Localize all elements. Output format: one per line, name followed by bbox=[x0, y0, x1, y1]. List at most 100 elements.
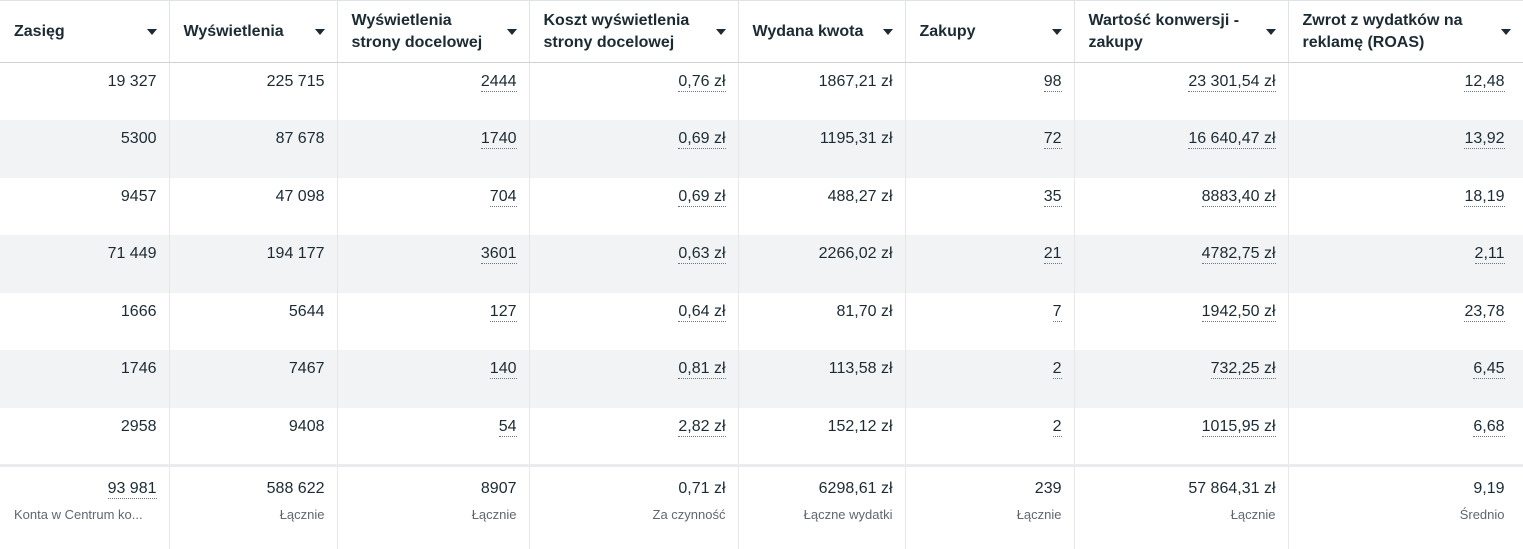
cell-value[interactable]: 2 bbox=[1052, 360, 1062, 379]
cell-value[interactable]: 3601 bbox=[480, 245, 517, 264]
sort-dropdown-icon[interactable] bbox=[1500, 28, 1511, 35]
table-row[interactable]: 19 327 225 715 2444 0,76 zł 1867,21 zł 98 23 3… bbox=[0, 62, 1523, 120]
table-row[interactable]: 9457 47 098 704 0,69 zł 488,27 zł 35 8883,40 z… bbox=[0, 177, 1523, 235]
cell-value[interactable]: 0,64 zł bbox=[678, 302, 726, 322]
cell-value[interactable]: 2,82 zł bbox=[678, 417, 726, 437]
cell-value: 152,12 zł bbox=[827, 417, 893, 435]
cell-value[interactable]: 1942,50 zł bbox=[1201, 302, 1276, 322]
cell-value[interactable]: 2 bbox=[1052, 417, 1062, 437]
table-cell: 35 bbox=[905, 177, 1075, 235]
summary-value: 6298,61 zł bbox=[818, 479, 893, 497]
sort-dropdown-icon[interactable] bbox=[314, 28, 325, 35]
table-cell: 87 678 bbox=[169, 120, 338, 178]
sort-dropdown-icon[interactable] bbox=[506, 28, 517, 35]
cell-value[interactable]: 8883,40 zł bbox=[1201, 187, 1276, 207]
table-cell: 1740 bbox=[337, 120, 530, 178]
column-header-roas[interactable]: Zwrot z wydatków na reklamę (ROAS) bbox=[1288, 0, 1523, 63]
cell-value[interactable]: 6,68 bbox=[1473, 417, 1505, 437]
cell-value[interactable]: 16 640,47 zł bbox=[1188, 130, 1276, 149]
cell-value[interactable]: 1015,95 zł bbox=[1201, 417, 1276, 437]
summary-label: Łącznie bbox=[471, 506, 517, 522]
table-cell: 7 bbox=[905, 292, 1075, 350]
table-cell: 0,69 zł bbox=[529, 177, 739, 235]
cell-value: 5300 bbox=[120, 130, 157, 147]
cell-value[interactable]: 140 bbox=[489, 360, 517, 379]
table-cell: 1666 bbox=[0, 292, 170, 350]
summary-value: 57 864,31 zł bbox=[1188, 479, 1276, 497]
table-row[interactable]: 71 449 194 177 3601 0,63 zł 2266,02 zł 21 4782… bbox=[0, 235, 1523, 293]
column-header-cost-per-landing-view[interactable]: Koszt wyświetlenia strony docelowej bbox=[529, 0, 739, 63]
cell-value: 2958 bbox=[120, 417, 157, 435]
table-cell: 2266,02 zł bbox=[738, 235, 906, 293]
cell-value: 1195,31 zł bbox=[819, 130, 893, 147]
column-header-label: Wartość konwersji - zakupy bbox=[1088, 11, 1240, 51]
cell-value[interactable]: 704 bbox=[489, 187, 517, 207]
column-header-zasieg[interactable]: Zasięg bbox=[0, 0, 170, 63]
cell-value[interactable]: 127 bbox=[489, 302, 517, 322]
cell-value[interactable]: 0,81 zł bbox=[678, 360, 726, 379]
cell-value[interactable]: 0,69 zł bbox=[678, 187, 726, 207]
table-cell: 3601 bbox=[337, 235, 530, 293]
cell-value[interactable]: 732,25 zł bbox=[1210, 360, 1276, 379]
cell-value[interactable]: 23,78 bbox=[1464, 302, 1505, 322]
sort-dropdown-icon[interactable] bbox=[146, 28, 157, 35]
summary-cell: 0,71 zł Za czynność bbox=[529, 463, 739, 549]
column-header-label: Zwrot z wydatków na reklamę (ROAS) bbox=[1302, 11, 1463, 51]
cell-value[interactable]: 98 bbox=[1043, 73, 1062, 92]
table-row[interactable]: 1666 5644 127 0,64 zł 81,70 zł 7 1942,50 zł 23,… bbox=[0, 292, 1523, 350]
table-cell: 81,70 zł bbox=[738, 292, 906, 350]
column-header-wyswietlenia[interactable]: Wyświetlenia bbox=[169, 0, 338, 63]
column-header-conversion-value[interactable]: Wartość konwersji - zakupy bbox=[1074, 0, 1289, 63]
cell-value[interactable]: 0,69 zł bbox=[678, 130, 726, 149]
sort-dropdown-icon[interactable] bbox=[882, 28, 893, 35]
table-cell: 194 177 bbox=[169, 235, 338, 293]
cell-value[interactable]: 0,63 zł bbox=[678, 245, 726, 264]
summary-value[interactable]: 93 981 bbox=[10, 479, 157, 499]
table-cell: 127 bbox=[337, 292, 530, 350]
column-header-amount-spent[interactable]: Wydana kwota bbox=[738, 0, 906, 63]
cell-value[interactable]: 4782,75 zł bbox=[1201, 245, 1276, 264]
cell-value[interactable]: 35 bbox=[1043, 187, 1062, 207]
cell-value: 19 327 bbox=[107, 73, 157, 90]
cell-value[interactable]: 1740 bbox=[480, 130, 517, 149]
cell-value[interactable]: 54 bbox=[498, 417, 517, 437]
cell-value[interactable]: 12,48 bbox=[1464, 73, 1505, 92]
table-cell: 1867,21 zł bbox=[738, 62, 906, 120]
cell-value[interactable]: 18,19 bbox=[1464, 187, 1505, 207]
sort-dropdown-icon[interactable] bbox=[1265, 28, 1276, 35]
cell-value[interactable]: 21 bbox=[1043, 245, 1062, 264]
table-cell: 6,68 bbox=[1288, 407, 1523, 465]
cell-value[interactable]: 2444 bbox=[480, 73, 517, 92]
column-header-purchases[interactable]: Zakupy bbox=[905, 0, 1075, 63]
cell-value[interactable]: 72 bbox=[1043, 130, 1062, 149]
table-cell: 704 bbox=[337, 177, 530, 235]
table-cell: 7467 bbox=[169, 350, 338, 408]
summary-label: Za czynność bbox=[652, 506, 726, 522]
table-row[interactable]: 5300 87 678 1740 0,69 zł 1195,31 zł 72 16 640,… bbox=[0, 120, 1523, 178]
cell-value[interactable]: 6,45 bbox=[1473, 360, 1505, 379]
table-cell: 4782,75 zł bbox=[1074, 235, 1289, 293]
cell-value[interactable]: 7 bbox=[1052, 302, 1062, 322]
table-row[interactable]: 1746 7467 140 0,81 zł 113,58 zł 2 732,25 zł 6,4… bbox=[0, 350, 1523, 408]
sort-dropdown-icon[interactable] bbox=[715, 28, 726, 35]
summary-cell: 93 981 Konta w Centrum ko... bbox=[0, 463, 170, 549]
cell-value: 225 715 bbox=[266, 73, 325, 90]
table-cell: 0,64 zł bbox=[529, 292, 739, 350]
cell-value[interactable]: 2,11 bbox=[1474, 245, 1505, 264]
cell-value: 9408 bbox=[288, 417, 325, 435]
cell-value[interactable]: 0,76 zł bbox=[678, 73, 726, 92]
sort-dropdown-icon[interactable] bbox=[1051, 28, 1062, 35]
cell-value[interactable]: 13,92 bbox=[1464, 130, 1505, 149]
cell-value: 71 449 bbox=[107, 245, 157, 262]
cell-value[interactable]: 23 301,54 zł bbox=[1188, 73, 1276, 92]
table-cell: 0,76 zł bbox=[529, 62, 739, 120]
column-header-landing-page-views[interactable]: Wyświetlenia strony docelowej bbox=[337, 0, 530, 63]
summary-value-text[interactable]: 93 981 bbox=[107, 479, 157, 499]
table-cell: 732,25 zł bbox=[1074, 350, 1289, 408]
table-cell: 21 bbox=[905, 235, 1075, 293]
summary-cell: 8907 Łącznie bbox=[337, 463, 530, 549]
table-row[interactable]: 2958 9408 54 2,82 zł 152,12 zł 2 1015,95 zł 6,6… bbox=[0, 407, 1523, 465]
table-cell: 0,63 zł bbox=[529, 235, 739, 293]
table-cell: 140 bbox=[337, 350, 530, 408]
